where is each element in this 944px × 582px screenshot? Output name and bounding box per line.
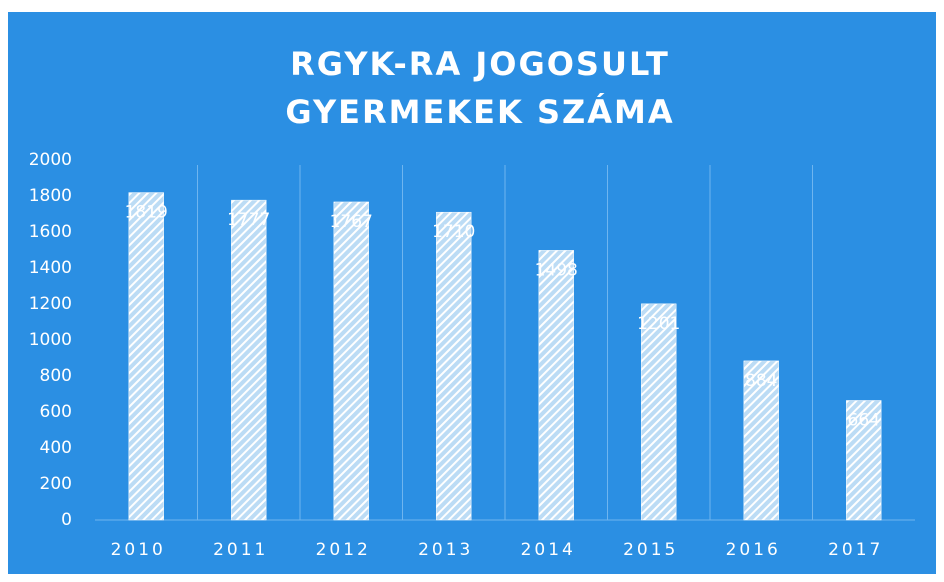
y-tick-label: 400 — [40, 438, 72, 458]
bar — [436, 211, 472, 521]
y-tick-label: 1800 — [29, 186, 72, 206]
x-tick-label: 2010 — [111, 540, 166, 560]
bar — [641, 303, 677, 521]
data-label: 664 — [848, 410, 880, 430]
x-tick-label: 2014 — [521, 540, 576, 560]
data-label: 1767 — [330, 212, 373, 232]
y-tick-label: 800 — [40, 366, 72, 386]
y-tick-label: 0 — [61, 510, 72, 530]
y-tick-label: 1200 — [29, 294, 72, 314]
y-tick-label: 1000 — [29, 330, 72, 350]
data-label: 884 — [745, 371, 777, 391]
x-tick-label: 2012 — [316, 540, 371, 560]
x-tick-label: 2015 — [623, 540, 678, 560]
data-label: 1498 — [535, 260, 578, 280]
x-tick-label: 2013 — [418, 540, 473, 560]
y-tick-label: 600 — [40, 402, 72, 422]
data-label: 1819 — [125, 203, 168, 223]
y-tick-label: 1400 — [29, 258, 72, 278]
x-tick-label: 2016 — [726, 540, 781, 560]
x-tick-label: 2017 — [828, 540, 883, 560]
y-tick-label: 200 — [40, 474, 72, 494]
bar — [231, 199, 267, 521]
bar — [743, 360, 779, 521]
bar — [846, 400, 882, 521]
bar — [538, 250, 574, 521]
y-tick-label: 2000 — [29, 150, 72, 170]
chart-title: RGYK-RA JOGOSULT GYERMEKEK SZÁMA — [285, 45, 675, 131]
y-tick-label: 1600 — [29, 222, 72, 242]
x-tick-label: 2011 — [213, 540, 268, 560]
data-label: 1201 — [637, 314, 680, 334]
data-label: 1710 — [432, 222, 475, 242]
bar — [333, 201, 369, 521]
data-label: 1777 — [227, 210, 270, 230]
bar — [128, 192, 164, 521]
